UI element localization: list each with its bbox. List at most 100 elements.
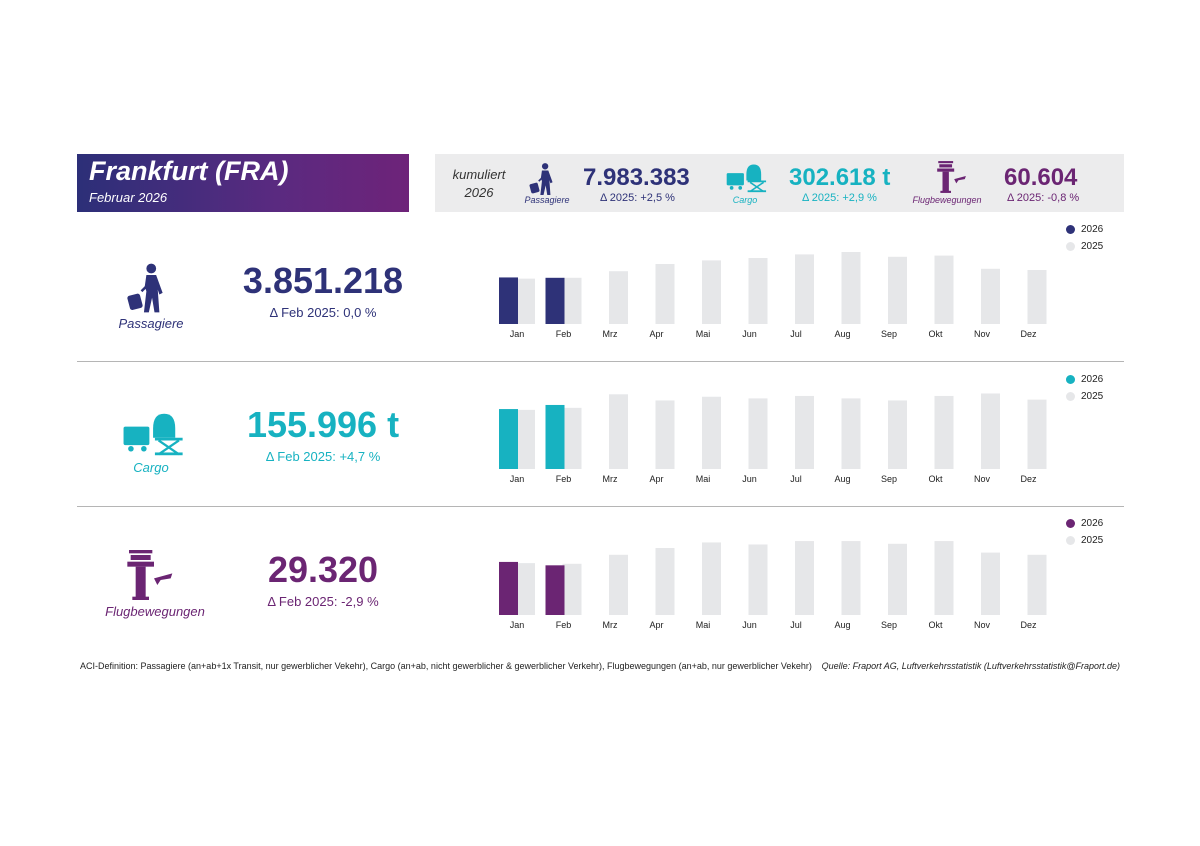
- legend-swatch: [1066, 392, 1075, 401]
- x-tick-label: Sep: [881, 329, 897, 339]
- x-tick-label: Jun: [742, 620, 757, 630]
- summary-passengers-value: 7.983.383: [583, 164, 690, 191]
- bar-2026-jan: [499, 277, 518, 324]
- bar-2026-feb: [545, 404, 565, 469]
- x-tick-label: Nov: [974, 474, 991, 484]
- tower-icon: [127, 550, 173, 600]
- bar-2025-sep: [888, 256, 907, 324]
- bar-2025-okt: [934, 395, 954, 469]
- passengers-chart: Jan Feb Mrz Apr Mai Jun Jul Aug Sep Okt Nov Dez: [499, 252, 1047, 339]
- bar-2025-mrz: [609, 394, 628, 469]
- divider: [77, 361, 1124, 362]
- bar-2025-mrz: [609, 271, 628, 324]
- bar-2025-dez: [1027, 399, 1047, 469]
- x-tick-label: Dez: [1020, 329, 1037, 339]
- x-tick-label: Mai: [696, 329, 711, 339]
- x-tick-label: Mai: [696, 620, 711, 630]
- divider: [77, 506, 1124, 507]
- bar-2025-jun: [748, 258, 768, 324]
- bar-2025-aug: [841, 541, 861, 615]
- bar-2025-jun: [748, 544, 768, 615]
- legend-item-2026: 2026: [1066, 371, 1103, 388]
- x-tick-label: Apr: [649, 620, 663, 630]
- legend-swatch: [1066, 225, 1075, 234]
- cumulative-label: kumuliert 2026: [452, 167, 506, 200]
- legend-movements: 2026 2025: [1066, 515, 1103, 549]
- summary-cargo-label: Cargo: [732, 195, 758, 205]
- x-tick-label: Nov: [974, 329, 991, 339]
- legend-item-2026: 2026: [1066, 221, 1103, 238]
- legend-label: 2026: [1081, 374, 1104, 385]
- bar-2026-feb: [545, 277, 565, 324]
- cargo-icon: [123, 413, 183, 456]
- x-tick-label: Sep: [881, 474, 897, 484]
- row-passengers-delta: Δ Feb 2025: 0,0 %: [269, 305, 377, 320]
- bar-2025-feb: [562, 563, 582, 615]
- legend-label: 2025: [1081, 241, 1104, 252]
- x-tick-label: Jul: [790, 620, 802, 630]
- x-tick-label: Jan: [510, 474, 525, 484]
- header-banner: Frankfurt (FRA) Februar 2026: [77, 154, 409, 212]
- bar-2025-aug: [841, 398, 861, 469]
- bar-2025-dez: [1027, 554, 1047, 615]
- summary-movements-value: 60.604: [1004, 164, 1078, 191]
- legend-swatch: [1066, 536, 1075, 545]
- page-subtitle: Februar 2026: [89, 190, 168, 205]
- x-tick-label: Jul: [790, 474, 802, 484]
- legend-item-2025: 2025: [1066, 388, 1103, 405]
- x-tick-label: Mrz: [603, 329, 618, 339]
- bar-2025-mai: [702, 396, 721, 469]
- bar-2025-jan: [516, 563, 535, 615]
- legend-label: 2026: [1081, 224, 1104, 235]
- x-tick-label: Aug: [834, 620, 850, 630]
- x-tick-label: Jun: [742, 329, 757, 339]
- bar-2025-sep: [888, 400, 907, 469]
- bar-2025-feb: [562, 407, 582, 469]
- x-tick-label: Jan: [510, 329, 525, 339]
- legend-passengers: 2026 2025: [1066, 221, 1103, 255]
- passenger-icon: [529, 163, 553, 195]
- x-tick-label: Aug: [834, 474, 850, 484]
- bar-2025-aug: [841, 252, 861, 324]
- legend-swatch: [1066, 519, 1075, 528]
- bar-2025-jan: [516, 409, 535, 469]
- bar-2025-dez: [1027, 270, 1047, 324]
- legend-item-2025: 2025: [1066, 238, 1103, 255]
- row-movements-value: 29.320: [267, 549, 379, 590]
- bar-2025-jul: [795, 541, 814, 615]
- page-title: Frankfurt (FRA): [89, 156, 289, 186]
- row-movements-delta: Δ Feb 2025: -2,9 %: [267, 594, 379, 609]
- bar-2025-mrz: [609, 554, 628, 615]
- legend-swatch: [1066, 375, 1075, 384]
- legend-cargo: 2026 2025: [1066, 371, 1103, 405]
- bar-2025-mai: [702, 260, 721, 324]
- bar-2025-nov: [981, 552, 1000, 615]
- bar-2025-nov: [981, 268, 1000, 324]
- cargo-icon: [726, 164, 767, 193]
- bar-2025-okt: [934, 255, 954, 324]
- bar-2026-feb: [545, 565, 565, 615]
- legend-item-2026: 2026: [1066, 515, 1103, 532]
- x-tick-label: Okt: [928, 329, 943, 339]
- bar-2025-apr: [655, 548, 675, 615]
- bar-2025-mai: [702, 542, 721, 615]
- x-tick-label: Apr: [649, 474, 663, 484]
- x-tick-label: Nov: [974, 620, 991, 630]
- legend-label: 2025: [1081, 535, 1104, 546]
- source-note: Quelle: Fraport AG, Luftverkehrsstatisti…: [821, 661, 1120, 671]
- summary-movements-label: Flugbewegungen: [912, 195, 982, 205]
- x-tick-label: Mrz: [603, 620, 618, 630]
- legend-item-2025: 2025: [1066, 532, 1103, 549]
- bar-2026-jan: [499, 409, 518, 469]
- summary-passengers-label: Passagiere: [524, 195, 570, 205]
- movements-chart: Jan Feb Mrz Apr Mai Jun Jul Aug Sep Okt Nov Dez: [499, 541, 1047, 630]
- row-cargo-label: Cargo: [133, 460, 169, 475]
- x-tick-label: Mai: [696, 474, 711, 484]
- bar-2025-jul: [795, 254, 814, 324]
- bar-2025-jul: [795, 395, 814, 469]
- x-tick-label: Sep: [881, 620, 897, 630]
- bar-2026-jan: [499, 561, 518, 615]
- row-passengers-label: Passagiere: [118, 316, 184, 331]
- bar-2025-apr: [655, 264, 675, 324]
- x-tick-label: Dez: [1020, 474, 1037, 484]
